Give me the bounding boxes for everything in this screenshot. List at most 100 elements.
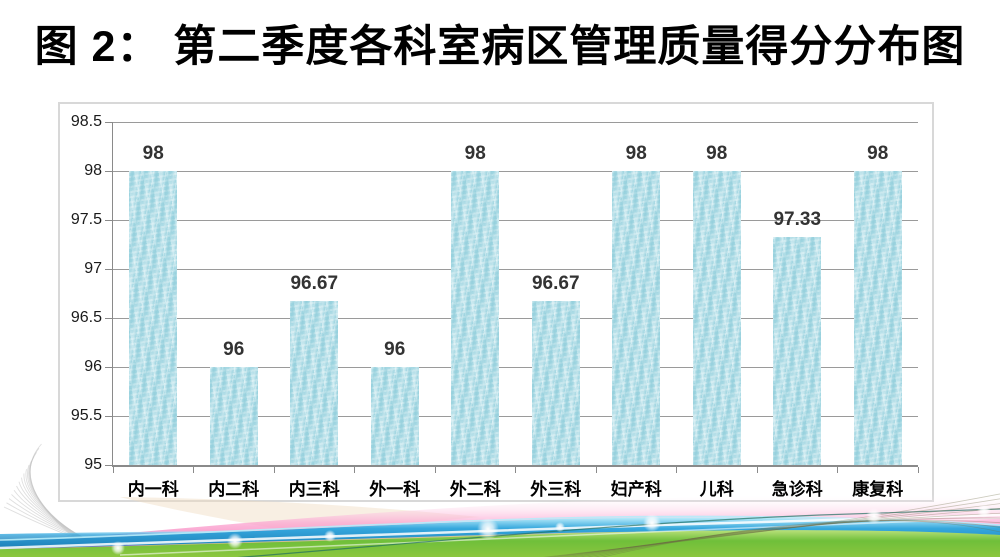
bar-value-label: 96.67 [531, 273, 580, 295]
fan-line [11, 494, 136, 557]
y-axis-tick [105, 121, 113, 123]
fan-line [601, 520, 1000, 557]
category-slot: 98 妇产科 [596, 122, 677, 499]
gridline [113, 318, 918, 319]
y-tick-label: 95 [84, 456, 102, 473]
ribbon-beige-wash [120, 497, 480, 533]
bar-value-label: 98 [464, 143, 486, 164]
gridline [113, 171, 918, 172]
bar [853, 171, 902, 465]
bar-value-label: 98 [625, 143, 647, 164]
bar-value-label: 98 [706, 143, 728, 164]
fan-line [585, 519, 1000, 557]
x-category-label: 急诊科 [771, 480, 823, 499]
fan-line [6, 502, 141, 557]
x-axis-tick [595, 467, 597, 473]
y-axis-tick [105, 170, 113, 172]
gridline [113, 367, 918, 368]
bar [209, 367, 258, 465]
category-slot: 98 外二科 [435, 122, 516, 499]
y-tick-label: 98 [84, 162, 102, 179]
chart-panel: 95 95.5 96 96.5 97 97.5 98 98.5 98 内一科 96 内二科 96.67 内… [58, 102, 934, 502]
x-axis-tick [515, 467, 516, 473]
category-slot: 98 康复科 [838, 122, 919, 499]
plot-area: 95 95.5 96 96.5 97 97.5 98 98.5 98 内一科 96 内二科 96.67 内… [71, 113, 919, 499]
x-category-label: 外一科 [369, 480, 421, 499]
y-tick-label: 97 [84, 260, 102, 277]
category-slot: 96.67 内三科 [274, 122, 355, 499]
fan-line [549, 498, 1000, 557]
x-axis-tick [193, 467, 194, 473]
y-axis-tick [105, 317, 113, 319]
category-slot: 97.33 急诊科 [757, 122, 838, 499]
bar [773, 236, 822, 465]
gridline [113, 122, 918, 123]
bar-value-label: 97.33 [773, 208, 822, 230]
gridline [113, 220, 918, 221]
x-axis-tick [756, 467, 758, 473]
bar-value-label: 98 [867, 143, 889, 164]
bar [531, 301, 580, 465]
ribbon-tan-band [0, 523, 1000, 557]
ribbon-blue-band [0, 517, 1000, 549]
x-axis-tick [837, 467, 838, 473]
ribbon-blue-sliver [0, 530, 430, 541]
y-axis-tick [105, 268, 113, 270]
x-category-label: 外三科 [530, 480, 582, 499]
x-axis-tick [676, 467, 677, 473]
x-axis-tick [354, 467, 355, 473]
glow-flares [111, 504, 991, 555]
y-tick-label: 96.5 [70, 309, 102, 326]
fan-line [593, 520, 1000, 557]
ribbon-white-curve-thin [119, 517, 1000, 556]
category-slot: 98 内一科 [113, 122, 194, 499]
bar [692, 171, 741, 465]
ribbon-teal-curve [237, 508, 1000, 557]
bar [451, 171, 500, 465]
y-axis-tick [105, 415, 113, 417]
bar [290, 301, 339, 465]
y-tick-label: 97.5 [70, 211, 102, 228]
fan-lines-right [543, 493, 1000, 557]
fan-line [578, 517, 1000, 557]
y-axis-tick [105, 219, 113, 221]
y-axis-tick [105, 464, 113, 466]
ribbon-pink-band [0, 494, 1000, 557]
y-tick-label: 96 [84, 358, 102, 375]
fan-line [563, 508, 1000, 557]
x-category-label: 内二科 [208, 480, 260, 499]
x-axis-tick [273, 467, 275, 473]
x-category-label: 外二科 [449, 480, 501, 499]
x-axis-tick [917, 467, 919, 473]
bar [129, 171, 178, 465]
ribbon-green-band [0, 530, 1000, 557]
category-slot: 96 外一科 [355, 122, 436, 499]
gridline [113, 416, 918, 417]
category-slot: 98 儿科 [677, 122, 758, 499]
x-category-label: 内三科 [288, 480, 340, 499]
bar-value-label: 96 [384, 339, 406, 360]
ribbon-cyan-highlight [0, 515, 1000, 541]
fan-line [3, 506, 143, 557]
bar-value-label: 96 [223, 339, 245, 360]
x-category-label: 妇产科 [610, 480, 662, 499]
fan-line [571, 512, 1000, 557]
chart-title: 图 2： 第二季度各科室病区管理质量得分分布图 [34, 23, 966, 71]
bar-value-label: 96.67 [290, 273, 339, 295]
x-axis-tick [434, 467, 436, 473]
x-axis-tick [112, 467, 114, 473]
y-axis-tick [105, 366, 113, 368]
bar [370, 367, 419, 465]
x-category-label: 康复科 [852, 480, 904, 499]
fan-line [556, 503, 1000, 557]
bar [612, 171, 661, 465]
x-category-label: 儿科 [699, 480, 734, 499]
fan-line [543, 493, 1000, 557]
category-slot: 96 内二科 [194, 122, 275, 499]
category-slot: 96.67 外三科 [516, 122, 597, 499]
gridline [113, 269, 918, 270]
x-category-label: 内一科 [127, 480, 179, 499]
fan-line [8, 498, 139, 557]
bar-value-label: 98 [142, 143, 164, 164]
